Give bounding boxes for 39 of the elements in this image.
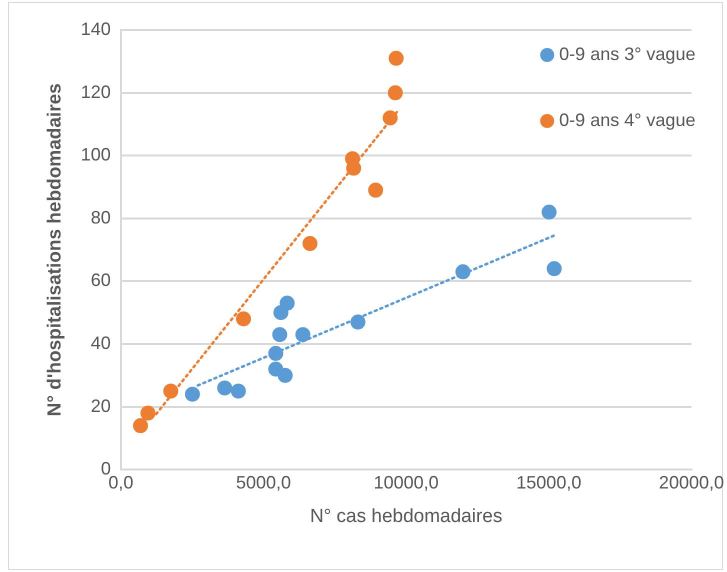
point — [163, 384, 178, 399]
point — [382, 110, 398, 126]
x-tick-label: 0,0 — [108, 472, 134, 492]
point — [542, 204, 557, 220]
y-tick-label: 20 — [90, 396, 111, 416]
y-tick-label: 40 — [90, 332, 111, 353]
point — [295, 327, 310, 342]
y-axis-title: N° d'hospitalisations hebdomadaires — [44, 83, 66, 416]
y-tick-label: 140 — [80, 18, 111, 39]
x-tick-label: 5000,0 — [236, 472, 292, 492]
x-axis-title: N° cas hebdomadaires — [310, 506, 502, 527]
point — [140, 406, 156, 421]
y-tick-label: 100 — [80, 144, 111, 165]
point — [230, 384, 246, 399]
point — [346, 160, 362, 176]
x-tick-label: 10000,0 — [374, 472, 439, 492]
point — [278, 368, 293, 383]
legend-label: 0-9 ans 4° vague — [559, 110, 696, 130]
point — [546, 261, 562, 276]
point — [184, 386, 200, 402]
legend-label: 0-9 ans 3° vague — [559, 44, 696, 64]
point — [280, 296, 295, 311]
point — [217, 380, 232, 396]
point — [388, 50, 404, 66]
point — [302, 236, 318, 252]
point — [388, 85, 403, 100]
y-tick-label: 0 — [100, 458, 111, 479]
y-tick-label: 80 — [90, 207, 111, 228]
y-tick-label: 60 — [90, 270, 111, 290]
point — [455, 264, 470, 280]
point — [350, 314, 366, 330]
point — [272, 327, 288, 342]
x-tick-label: 15000,0 — [516, 472, 582, 492]
point — [236, 311, 252, 326]
y-tick-label: 120 — [80, 82, 111, 102]
x-tick-label: 20000,0 — [658, 472, 724, 492]
point — [368, 182, 384, 198]
point — [133, 418, 148, 434]
point — [268, 346, 284, 361]
